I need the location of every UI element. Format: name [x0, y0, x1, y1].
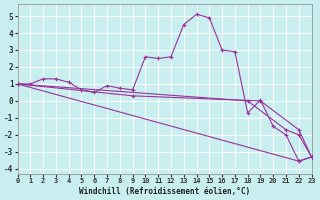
X-axis label: Windchill (Refroidissement éolien,°C): Windchill (Refroidissement éolien,°C) [79, 187, 250, 196]
